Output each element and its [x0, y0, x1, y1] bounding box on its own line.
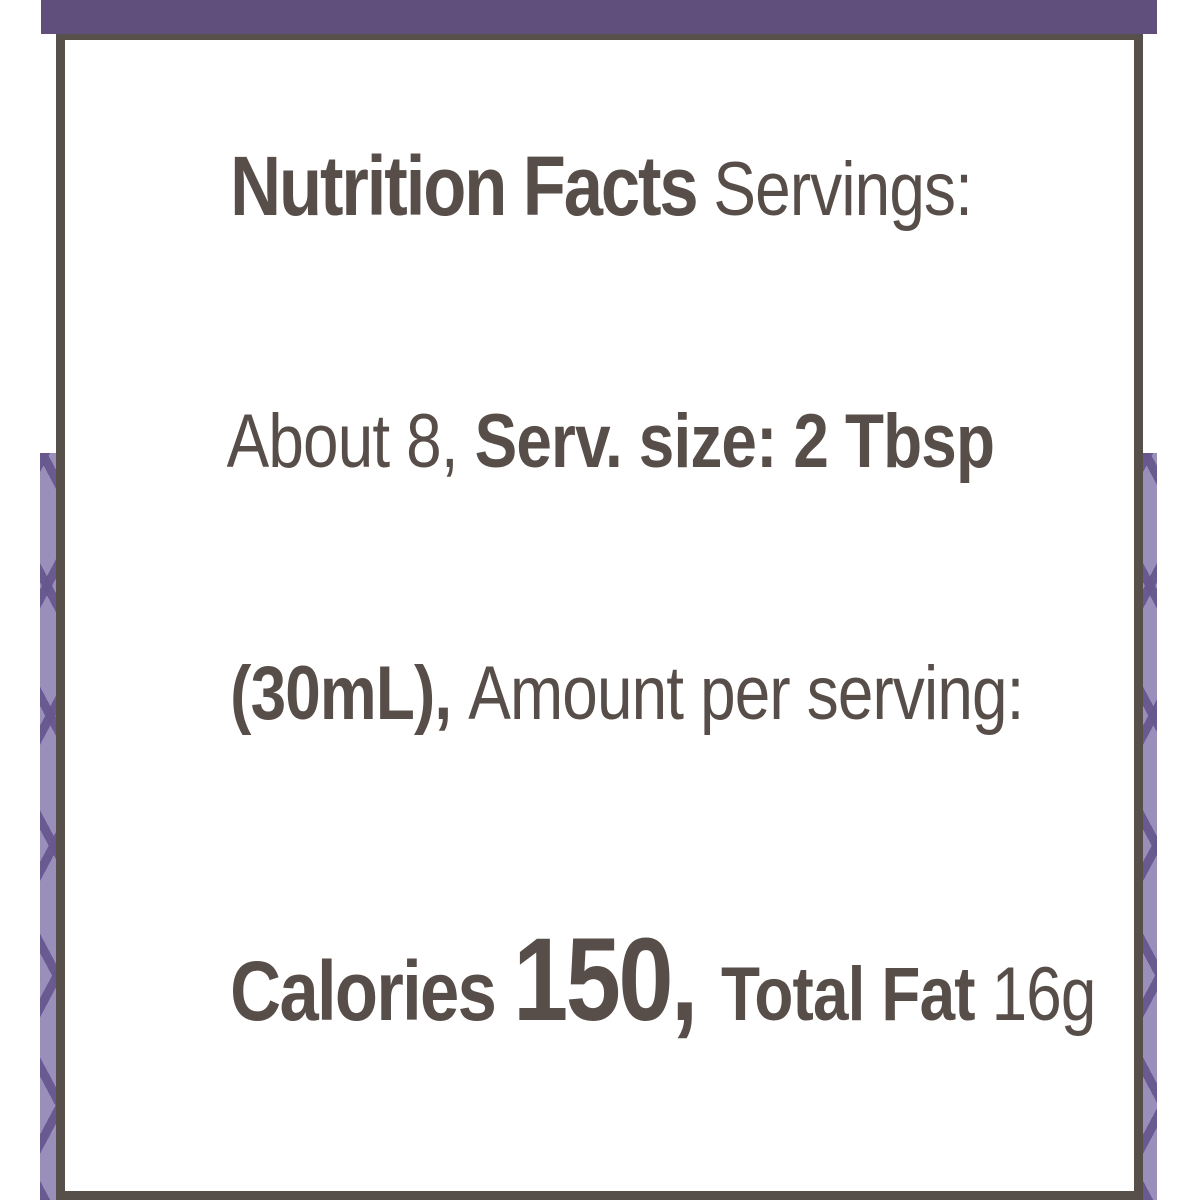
- amount-per-serving-label: Amount per serving:: [468, 651, 1024, 736]
- package-pattern-left: [40, 453, 57, 1200]
- total-fat-value: 16g: [991, 952, 1097, 1037]
- package-pattern-right: [1143, 453, 1157, 1200]
- nutrition-facts-heading: Nutrition Facts: [230, 139, 698, 233]
- calories-value: 150,: [513, 914, 721, 1046]
- label-line-calories: Calories 150, Total Fat 16g: [95, 830, 1134, 1145]
- label-line-title: Nutrition Facts Servings:: [95, 60, 1134, 316]
- servings-label: Servings:: [696, 147, 972, 232]
- nutrition-facts-text: Nutrition Facts Servings: About 8, Serv.…: [95, 60, 1134, 1191]
- nutrition-facts-label: Nutrition Facts Servings: About 8, Serv.…: [56, 31, 1143, 1200]
- label-line-serving-size: (30mL), Amount per serving:: [95, 568, 1134, 820]
- package-top-color-bar: [41, 0, 1157, 34]
- total-fat-label: Total Fat: [720, 952, 992, 1037]
- calories-label: Calories: [230, 944, 514, 1038]
- label-line-servings: About 8, Serv. size: 2 Tbsp: [95, 316, 1134, 568]
- label-line-sat-fat: (21% DV), Sat. Fat 2g (10% DV),: [95, 1147, 1134, 1191]
- servings-count: About 8,: [226, 399, 475, 484]
- serving-size-label: Serv. size: 2 Tbsp: [474, 399, 995, 484]
- serving-size-ml: (30mL),: [230, 651, 469, 736]
